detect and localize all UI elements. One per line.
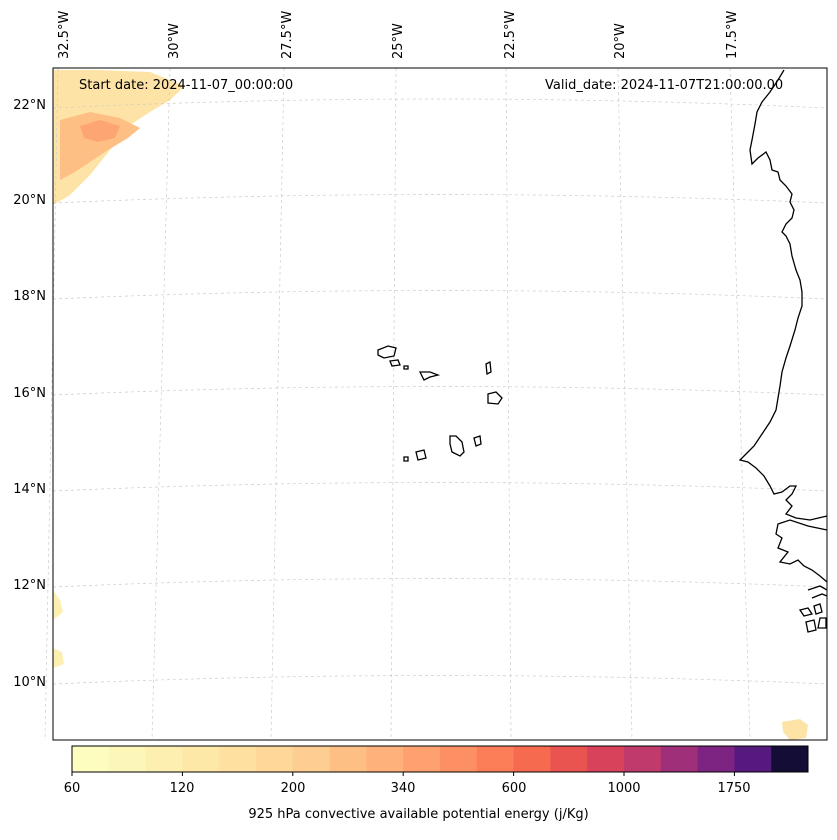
sao-nicolau (418, 371, 441, 381)
guinea-bissau-coast (775, 519, 828, 583)
start-date: Start date: 2024-11-07_00:00:00 (79, 78, 294, 93)
brava (403, 456, 409, 462)
cape-shading (53, 70, 808, 740)
colorbar-swatch (292, 746, 331, 772)
coast-detail-south (807, 585, 828, 599)
colorbar-swatch (440, 746, 478, 772)
colorbar-swatch (219, 746, 257, 772)
colorbar-tick-label: 340 (390, 781, 416, 796)
colorbar-swatch (476, 746, 515, 772)
lon-label: 27.5°W (280, 10, 295, 59)
cape-region-northwest-core (60, 112, 140, 180)
maio (473, 435, 482, 447)
colorbar-tick-label: 600 (501, 781, 527, 796)
lon-label: 32.5°W (57, 10, 72, 59)
lon-label: 20°W (613, 23, 628, 59)
lon-label: 22.5°W (503, 10, 518, 59)
fogo (415, 449, 427, 461)
cape-region-northwest-peak (80, 120, 120, 142)
colorbar-swatch (366, 746, 404, 772)
colorbar-swatch (660, 746, 699, 772)
cape-region-southeast (782, 719, 808, 740)
lat-label: 18°N (13, 289, 46, 304)
colorbar-swatch (145, 746, 183, 772)
map-frame (52, 67, 828, 741)
lat-label: 20°N (13, 193, 46, 208)
colorbar-swatch (771, 746, 809, 772)
colorbar-tick-label: 120 (169, 781, 195, 796)
colorbar-swatch (329, 746, 367, 772)
colorbar-tick-label: 1000 (607, 781, 641, 796)
colorbar-swatch (403, 746, 441, 772)
bissagos-islands (798, 603, 827, 633)
gridlines (44, 67, 828, 741)
sao-vicente (389, 359, 401, 367)
sal (485, 360, 492, 376)
map-area (44, 67, 828, 741)
valid-date: Valid_date: 2024-11-07T21:00:00.00 (545, 78, 784, 93)
colorbar-frame (71, 745, 809, 773)
lon-label: 30°W (167, 23, 182, 59)
coastlines (377, 69, 828, 633)
colorbar-tick-label: 60 (63, 781, 81, 796)
colorbar (72, 746, 809, 772)
santo-antao (377, 345, 397, 359)
colorbar-swatch (697, 746, 735, 772)
colorbar-tick-label: 1750 (717, 781, 751, 796)
cape-region-west-1 (53, 590, 63, 620)
colorbar-ticks (71, 772, 735, 776)
santa-luzia (403, 365, 409, 370)
colorbar-swatch (734, 746, 772, 772)
lat-label: 16°N (13, 386, 46, 401)
lat-label: 10°N (13, 675, 46, 690)
colorbar-tick-label: 200 (280, 781, 306, 796)
lat-label: 22°N (13, 98, 46, 113)
lat-label: 14°N (13, 482, 46, 497)
lat-label: 12°N (13, 578, 46, 593)
lon-label: 17.5°W (725, 10, 740, 59)
colorbar-swatch (108, 746, 147, 772)
colorbar-swatch (182, 746, 220, 772)
colorbar-swatch (256, 746, 294, 772)
colorbar-swatch (513, 746, 551, 772)
colorbar-swatch (72, 746, 110, 772)
lon-label: 25°W (391, 23, 406, 59)
colorbar-label: 925 hPa convective available potential e… (248, 807, 589, 822)
colorbar-swatch (624, 746, 662, 772)
boa-vista (487, 391, 503, 405)
cape-region-west-2 (53, 648, 64, 668)
santiago (449, 435, 465, 457)
colorbar-swatch (550, 746, 588, 772)
colorbar-swatch (587, 746, 625, 772)
africa-coastline (738, 69, 828, 521)
